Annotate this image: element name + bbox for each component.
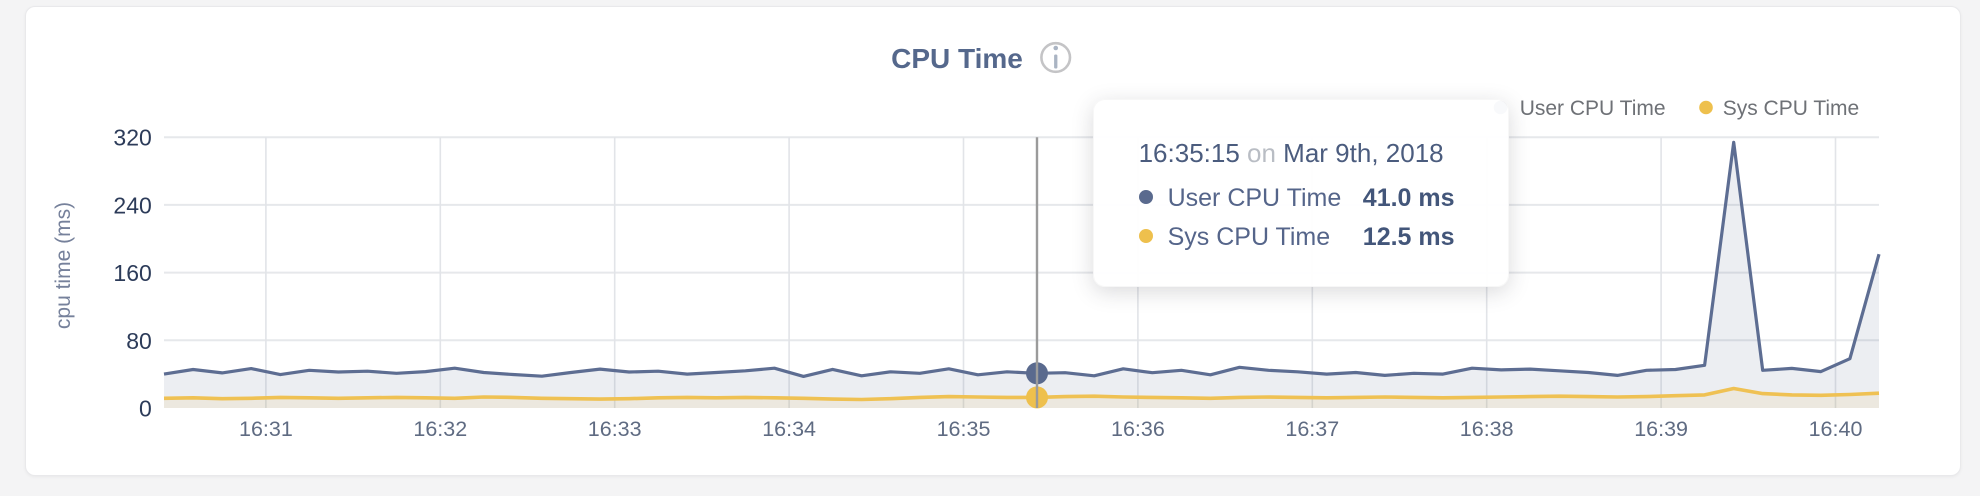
svg-text:80: 80 — [126, 328, 152, 354]
svg-text:16:40: 16:40 — [1809, 417, 1863, 441]
svg-text:320: 320 — [113, 125, 151, 151]
svg-text:16:35: 16:35 — [937, 417, 991, 441]
svg-text:16:33: 16:33 — [588, 417, 642, 441]
svg-text:16:36: 16:36 — [1111, 417, 1165, 441]
svg-text:cpu time (ms): cpu time (ms) — [52, 202, 75, 329]
svg-text:16:32: 16:32 — [413, 417, 467, 441]
svg-text:240: 240 — [113, 192, 151, 218]
svg-text:16:39: 16:39 — [1634, 417, 1688, 441]
svg-text:16:34: 16:34 — [762, 417, 816, 441]
svg-text:16:37: 16:37 — [1285, 417, 1339, 441]
svg-text:160: 160 — [113, 260, 151, 286]
svg-text:0: 0 — [139, 396, 152, 422]
svg-text:16:38: 16:38 — [1460, 417, 1514, 441]
svg-text:16:31: 16:31 — [239, 417, 293, 441]
